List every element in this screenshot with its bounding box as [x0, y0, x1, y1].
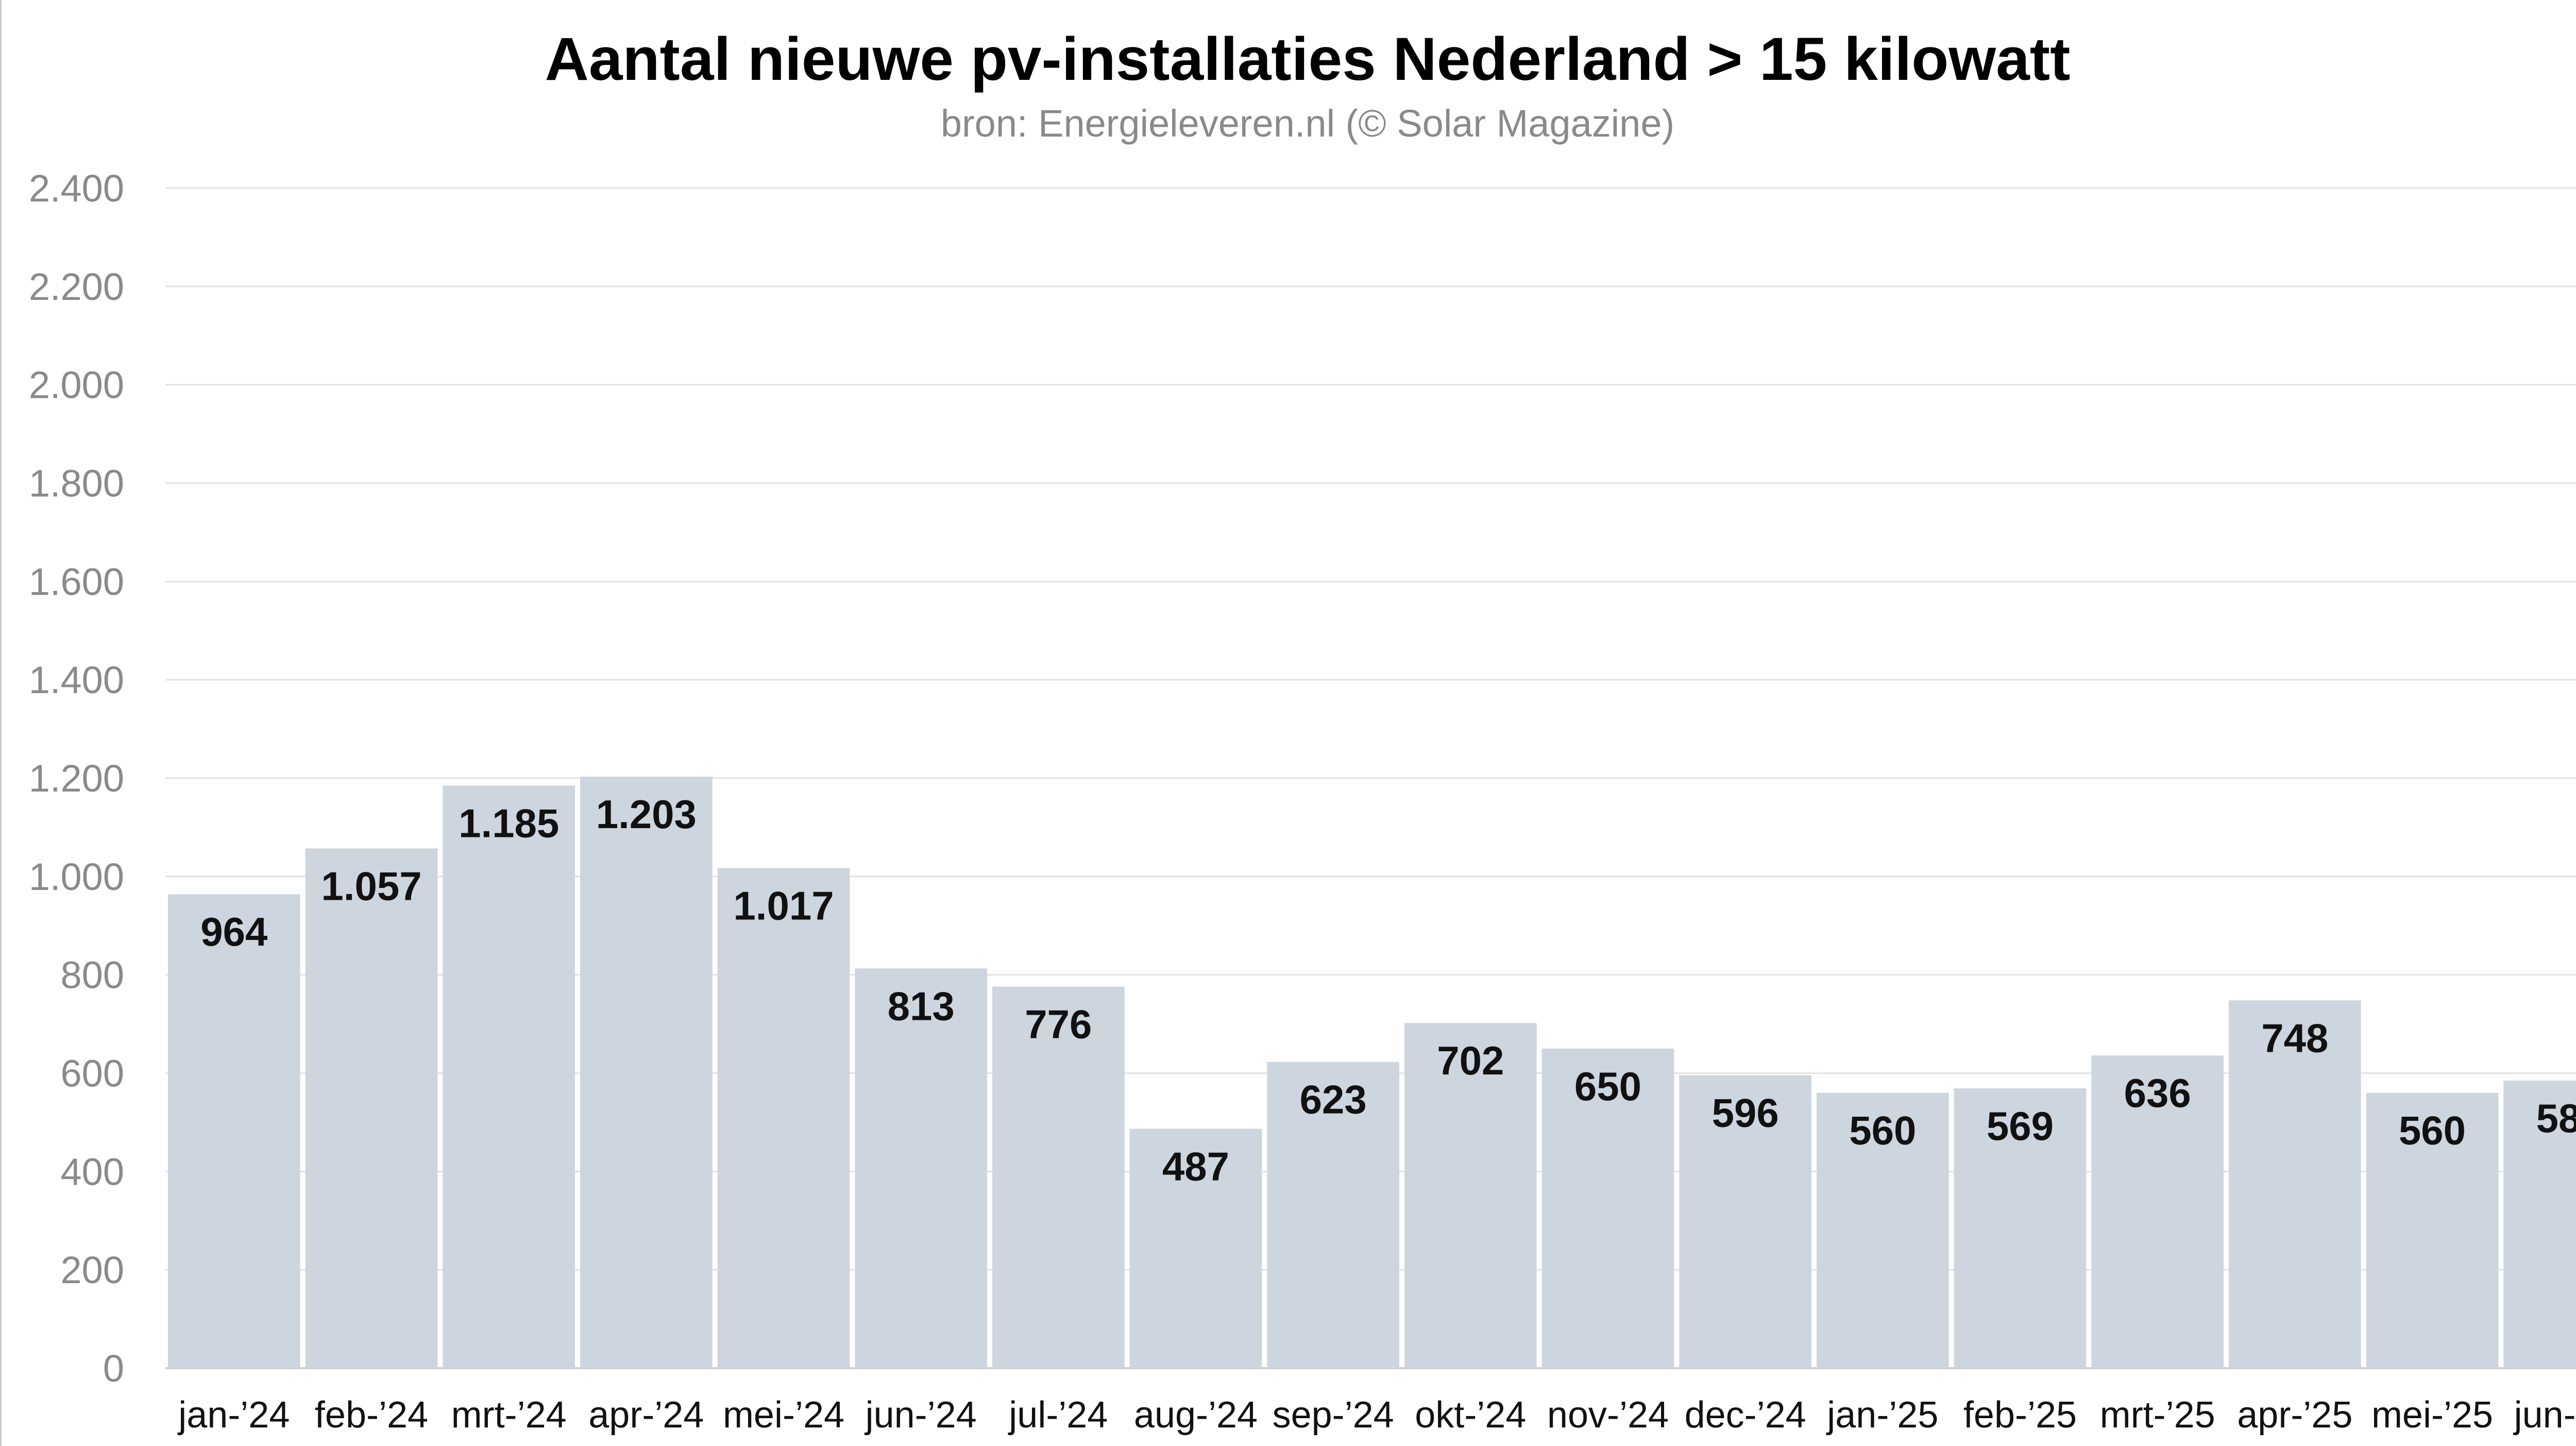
chart-subtitle: bron: Energieleveren.nl (© Solar Magazin…: [941, 102, 1674, 145]
data-label: 560: [2399, 1108, 2466, 1153]
x-tick-label: jun-’25: [2513, 1394, 2576, 1436]
x-tick-label: dec-’24: [1685, 1394, 1806, 1436]
gridlines: [165, 187, 2576, 1369]
data-label: 623: [1300, 1077, 1367, 1122]
bar: [1404, 1023, 1537, 1368]
y-tick-label: 1.200: [29, 757, 124, 800]
x-tick-label: apr-’24: [588, 1394, 704, 1436]
x-tick-label: sep-’24: [1273, 1394, 1394, 1436]
x-tick-label: nov-’24: [1547, 1394, 1669, 1436]
y-tick-label: 2.200: [29, 265, 124, 308]
bar: [2229, 1000, 2361, 1368]
bar: [2503, 1080, 2576, 1368]
y-axis-ticks: 0 200 400 600 800 1.000 1.200 1.400 1.600 1.800 2.…: [29, 167, 124, 1390]
x-tick-label: feb-’25: [1963, 1394, 2077, 1436]
bars: [168, 777, 2576, 1368]
x-tick-label: feb-’24: [315, 1394, 428, 1436]
x-tick-label: okt-’24: [1415, 1394, 1526, 1436]
x-tick-label: jan-’25: [1826, 1394, 1938, 1436]
y-tick-label: 1.400: [29, 659, 124, 701]
y-tick-label: 1.600: [29, 560, 124, 603]
data-label: 1.057: [321, 863, 421, 909]
data-label: 596: [1712, 1090, 1779, 1135]
bar: [168, 894, 300, 1368]
x-tick-label: mei-’24: [723, 1394, 844, 1436]
x-axis-ticks: jan-’24 feb-’24 mrt-’24 apr-’24 mei-’24 jun-’…: [177, 1394, 2576, 1436]
bar: [2366, 1092, 2499, 1368]
data-label: 702: [1437, 1038, 1504, 1083]
data-label: 1.203: [596, 792, 697, 837]
bar: [1679, 1075, 1811, 1368]
data-labels: 964 1.057 1.185 1.203 1.017 813 776 487 623 702 65…: [200, 792, 2576, 1189]
x-tick-label: jan-’24: [177, 1394, 290, 1436]
data-label: 1.017: [733, 883, 834, 929]
bar: [1541, 1048, 1674, 1368]
data-label: 636: [2124, 1070, 2191, 1116]
x-tick-label: apr-’25: [2237, 1394, 2352, 1436]
bar: [2091, 1055, 2224, 1368]
x-tick-label: mrt-’24: [451, 1394, 567, 1436]
x-tick-label: aug-’24: [1134, 1394, 1258, 1436]
bar: [305, 848, 438, 1368]
x-tick-label: mei-’25: [2371, 1394, 2493, 1436]
data-label: 650: [1574, 1064, 1641, 1109]
x-tick-label: jun-’24: [865, 1394, 977, 1436]
bar: [717, 868, 850, 1368]
y-tick-label: 1.000: [29, 855, 124, 898]
bar: [1129, 1129, 1262, 1368]
y-tick-label: 600: [61, 1052, 124, 1095]
y-tick-label: 800: [61, 954, 124, 997]
bar: [992, 986, 1125, 1368]
data-label: 964: [200, 909, 267, 954]
bar: [855, 968, 987, 1368]
data-label: 748: [2261, 1015, 2328, 1061]
y-tick-label: 400: [61, 1150, 124, 1193]
data-label: 1.185: [459, 800, 559, 846]
y-tick-label: 2.000: [29, 364, 124, 407]
bar: [580, 777, 713, 1368]
data-label: 776: [1025, 1002, 1092, 1047]
y-tick-label: 1.800: [29, 462, 124, 505]
data-label: 585: [2536, 1096, 2576, 1141]
bar: [443, 785, 575, 1368]
x-tick-label: mrt-’25: [2100, 1394, 2215, 1436]
data-label: 560: [1849, 1108, 1916, 1153]
chart-title: Aantal nieuwe pv-installaties Nederland …: [545, 25, 2071, 93]
y-tick-label: 0: [103, 1347, 124, 1390]
x-tick-label: jul-’24: [1008, 1394, 1108, 1436]
y-tick-label: 200: [61, 1249, 124, 1291]
y-tick-label: 2.400: [29, 167, 124, 210]
data-label: 569: [1987, 1103, 2054, 1149]
data-label: 487: [1162, 1144, 1229, 1189]
data-label: 813: [888, 983, 955, 1029]
bar: [1817, 1092, 1949, 1368]
bar: [1954, 1088, 2087, 1368]
bar: [1267, 1062, 1399, 1368]
